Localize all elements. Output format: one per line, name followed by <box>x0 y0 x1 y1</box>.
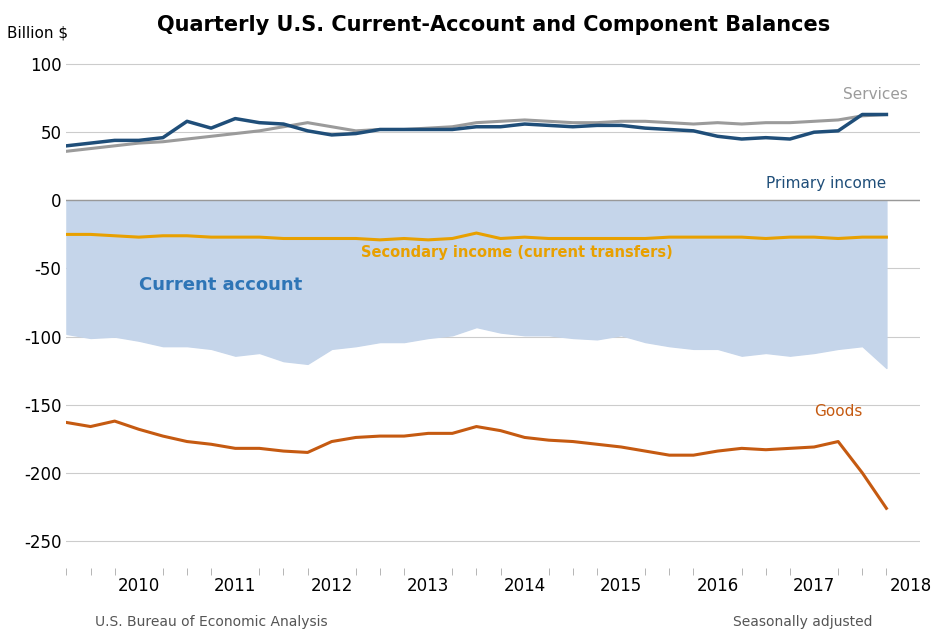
Text: Current account: Current account <box>138 276 302 294</box>
Text: Primary income: Primary income <box>766 177 886 192</box>
Text: Billion $: Billion $ <box>7 25 68 40</box>
Text: Seasonally adjusted: Seasonally adjusted <box>733 615 872 629</box>
Text: Goods: Goods <box>814 404 863 419</box>
Text: U.S. Bureau of Economic Analysis: U.S. Bureau of Economic Analysis <box>95 615 327 629</box>
Text: Secondary income (current transfers): Secondary income (current transfers) <box>360 245 672 260</box>
Text: Services: Services <box>843 86 908 102</box>
Title: Quarterly U.S. Current-Account and Component Balances: Quarterly U.S. Current-Account and Compo… <box>156 15 830 35</box>
